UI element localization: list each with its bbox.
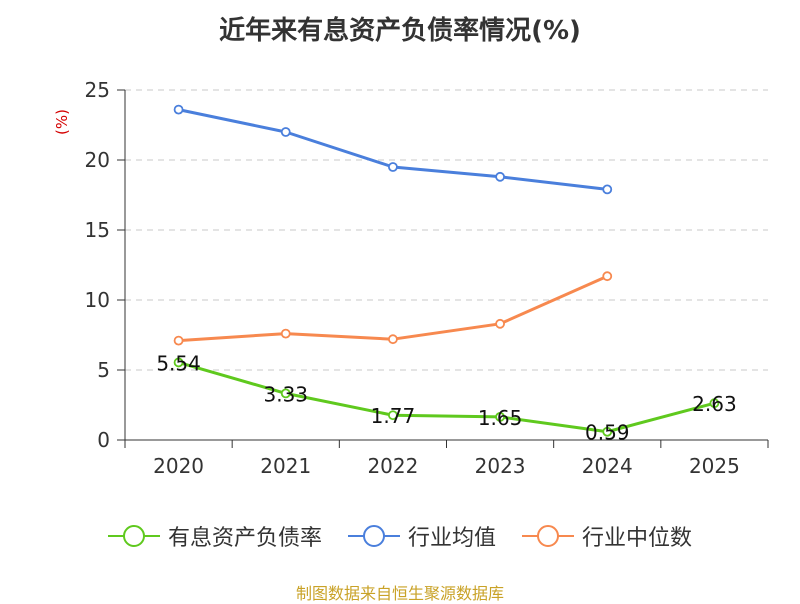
series-line-2 bbox=[178, 274, 608, 343]
legend-marker-industry-mean bbox=[347, 524, 400, 548]
x-tick-label: 2022 bbox=[367, 454, 418, 478]
series-point-0 bbox=[709, 398, 720, 409]
series-point-1 bbox=[602, 184, 613, 195]
x-tick-label: 2025 bbox=[689, 454, 740, 478]
series-point-2 bbox=[173, 335, 184, 346]
data-label: 2.63 bbox=[692, 392, 737, 416]
series-point-0 bbox=[602, 426, 613, 437]
series-point-0 bbox=[280, 388, 291, 399]
series-point-2 bbox=[602, 271, 613, 282]
series-point-0 bbox=[495, 411, 505, 422]
series-point-2 bbox=[388, 334, 398, 345]
x-tick-label: 2023 bbox=[475, 454, 526, 478]
series-line-1 bbox=[178, 108, 608, 191]
series-point-1 bbox=[388, 162, 398, 172]
legend-label-industry-median: 行业中位数 bbox=[582, 526, 693, 551]
legend-label-industry-mean: 行业均值 bbox=[407, 526, 496, 551]
y-tick-label: 25 bbox=[85, 78, 110, 102]
series-line-0 bbox=[178, 360, 715, 434]
x-tick-label: 2020 bbox=[153, 454, 204, 478]
y-tick-label: 0 bbox=[97, 428, 110, 452]
data-label: 1.65 bbox=[478, 406, 523, 430]
legend-item-industry-mean[interactable]: 行业均值 bbox=[347, 520, 496, 552]
data-label: 5.54 bbox=[156, 351, 201, 375]
series-point-1 bbox=[280, 127, 291, 137]
series-point-0 bbox=[173, 357, 184, 368]
y-tick-label: 15 bbox=[85, 218, 110, 242]
legend-item-industry-median[interactable]: 行业中位数 bbox=[522, 520, 692, 552]
series-point-1 bbox=[495, 171, 505, 182]
y-tick-label: 5 bbox=[97, 358, 110, 382]
data-label: 3.33 bbox=[263, 382, 308, 406]
chart-title: 近年来有息资产负债率情况(%) bbox=[219, 16, 581, 46]
data-source-note: 制图数据来自恒生聚源数据库 bbox=[295, 584, 504, 603]
series-point-2 bbox=[495, 318, 505, 329]
legend-label-debt-ratio: 有息资产负债率 bbox=[167, 526, 322, 551]
y-tick-label: 10 bbox=[85, 288, 110, 312]
data-label: 1.77 bbox=[371, 404, 416, 428]
series-point-2 bbox=[280, 328, 291, 339]
legend-marker-debt-ratio bbox=[107, 524, 160, 548]
x-tick-label: 2021 bbox=[260, 454, 311, 478]
y-tick-label: 20 bbox=[85, 148, 110, 172]
series-point-1 bbox=[173, 104, 184, 115]
legend-marker-industry-median bbox=[522, 524, 574, 548]
chart-legend: 有息资产负债率 行业均值 行业中位数 bbox=[0, 520, 800, 552]
data-label: 0.59 bbox=[585, 421, 630, 445]
series-point-0 bbox=[388, 410, 398, 421]
x-tick-label: 2024 bbox=[582, 454, 633, 478]
legend-item-debt-ratio[interactable]: 有息资产负债率 bbox=[107, 520, 322, 552]
